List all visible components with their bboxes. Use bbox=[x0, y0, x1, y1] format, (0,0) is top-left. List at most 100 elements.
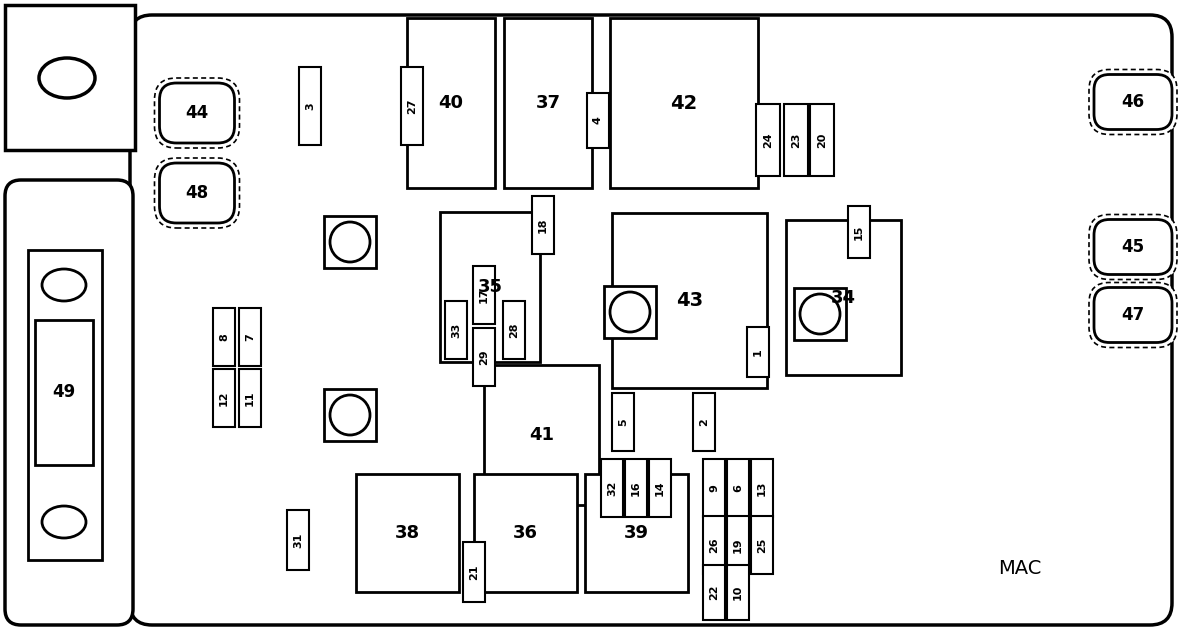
Bar bbox=[610, 18, 759, 188]
Bar bbox=[751, 516, 773, 574]
Text: 26: 26 bbox=[709, 537, 719, 553]
Bar bbox=[239, 308, 262, 366]
Bar bbox=[445, 301, 467, 359]
Bar bbox=[747, 327, 769, 377]
Text: 43: 43 bbox=[675, 291, 703, 310]
FancyBboxPatch shape bbox=[1094, 74, 1172, 129]
Circle shape bbox=[800, 294, 839, 334]
FancyBboxPatch shape bbox=[1094, 220, 1172, 275]
Bar bbox=[5, 5, 136, 150]
Bar bbox=[786, 220, 901, 375]
Text: 20: 20 bbox=[817, 132, 828, 148]
Text: 4: 4 bbox=[593, 116, 603, 124]
Bar bbox=[585, 474, 688, 592]
Bar bbox=[703, 459, 725, 517]
Text: 28: 28 bbox=[509, 323, 520, 338]
Bar bbox=[29, 250, 102, 560]
Bar bbox=[504, 18, 592, 188]
Bar bbox=[407, 18, 495, 188]
Text: 17: 17 bbox=[479, 287, 489, 303]
Text: 41: 41 bbox=[529, 426, 554, 444]
Bar bbox=[784, 104, 809, 176]
Text: 10: 10 bbox=[732, 584, 743, 600]
Bar bbox=[34, 320, 93, 465]
Text: 19: 19 bbox=[732, 537, 743, 553]
Bar bbox=[474, 474, 577, 592]
FancyBboxPatch shape bbox=[155, 158, 239, 228]
Bar bbox=[726, 516, 749, 574]
Bar bbox=[503, 301, 526, 359]
Bar bbox=[649, 459, 671, 517]
FancyBboxPatch shape bbox=[159, 163, 234, 223]
Text: 11: 11 bbox=[245, 390, 254, 406]
Bar bbox=[213, 308, 235, 366]
Bar bbox=[287, 510, 309, 570]
Bar bbox=[356, 474, 459, 592]
Bar bbox=[239, 369, 262, 427]
FancyBboxPatch shape bbox=[5, 180, 133, 625]
Bar bbox=[703, 516, 725, 574]
Bar bbox=[473, 328, 495, 386]
Text: 47: 47 bbox=[1121, 306, 1145, 324]
Bar bbox=[587, 93, 609, 147]
Bar bbox=[751, 459, 773, 517]
Text: 46: 46 bbox=[1121, 93, 1145, 111]
Bar bbox=[756, 104, 780, 176]
Circle shape bbox=[331, 222, 370, 262]
Bar bbox=[323, 216, 376, 268]
Circle shape bbox=[331, 395, 370, 435]
Text: MAC: MAC bbox=[999, 559, 1042, 577]
Bar bbox=[612, 393, 634, 451]
Bar bbox=[794, 288, 847, 340]
Bar bbox=[848, 206, 870, 258]
Bar bbox=[726, 459, 749, 517]
Text: 33: 33 bbox=[451, 323, 461, 338]
FancyBboxPatch shape bbox=[130, 15, 1172, 625]
Circle shape bbox=[610, 292, 650, 332]
Bar bbox=[440, 212, 540, 362]
Bar bbox=[810, 104, 833, 176]
Bar bbox=[625, 459, 647, 517]
Bar bbox=[612, 213, 767, 388]
Text: 32: 32 bbox=[608, 480, 617, 496]
Bar bbox=[484, 365, 599, 505]
Text: 1: 1 bbox=[753, 348, 763, 356]
Text: 39: 39 bbox=[624, 524, 649, 542]
Bar bbox=[600, 459, 623, 517]
Text: 8: 8 bbox=[219, 333, 229, 341]
Bar bbox=[531, 196, 554, 254]
Bar bbox=[401, 67, 423, 145]
Bar bbox=[703, 564, 725, 620]
Bar bbox=[323, 389, 376, 441]
Bar bbox=[213, 369, 235, 427]
Text: 12: 12 bbox=[219, 390, 229, 406]
FancyBboxPatch shape bbox=[1089, 70, 1177, 134]
Text: 31: 31 bbox=[292, 532, 303, 548]
Text: 16: 16 bbox=[631, 480, 641, 496]
FancyBboxPatch shape bbox=[1094, 287, 1172, 342]
Text: 22: 22 bbox=[709, 584, 719, 600]
Text: 37: 37 bbox=[535, 94, 560, 112]
Text: 25: 25 bbox=[757, 538, 767, 553]
Text: 38: 38 bbox=[395, 524, 420, 542]
Text: 42: 42 bbox=[671, 93, 698, 113]
Text: 45: 45 bbox=[1121, 238, 1145, 256]
Ellipse shape bbox=[39, 58, 95, 98]
Text: 2: 2 bbox=[699, 418, 709, 426]
Text: 14: 14 bbox=[655, 480, 665, 496]
Text: 7: 7 bbox=[245, 333, 254, 341]
Text: 23: 23 bbox=[791, 132, 801, 148]
Bar bbox=[298, 67, 321, 145]
Text: 36: 36 bbox=[512, 524, 537, 542]
Bar bbox=[726, 564, 749, 620]
Ellipse shape bbox=[42, 506, 86, 538]
FancyBboxPatch shape bbox=[155, 78, 239, 148]
FancyBboxPatch shape bbox=[159, 83, 234, 143]
Text: 40: 40 bbox=[439, 94, 464, 112]
Text: 3: 3 bbox=[306, 102, 315, 110]
Bar bbox=[463, 542, 485, 602]
FancyBboxPatch shape bbox=[1089, 282, 1177, 348]
Text: 49: 49 bbox=[52, 383, 76, 401]
Text: 27: 27 bbox=[407, 99, 417, 114]
Bar bbox=[693, 393, 715, 451]
